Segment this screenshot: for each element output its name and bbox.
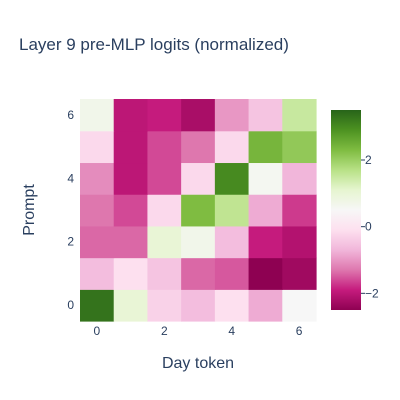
heatmap-cell-r6-c1 [113,99,149,132]
colorbar [331,110,361,310]
heatmap-cell-r1-c5 [248,257,283,290]
heatmap-cell-r5-c3 [181,130,216,164]
heatmap-cell-r1-c6 [282,257,317,290]
x-tick-label: 0 [94,324,101,338]
heatmap-cell-r0-c2 [147,289,182,322]
x-axis-label: Day token [162,355,234,372]
heatmap-cell-r4-c3 [181,162,216,195]
heatmap-cell-r3-c6 [282,194,317,227]
heatmap-cell-r1-c0 [80,257,115,290]
heatmap-cell-r3-c2 [147,194,182,227]
heatmap-cell-r3-c1 [113,194,149,227]
y-tick-label: 0 [67,298,74,312]
heatmap-cell-r4-c1 [113,162,149,195]
y-tick-label: 4 [67,171,74,185]
colorbar-tick-label: 0 [365,220,372,234]
heatmap-cell-r0-c5 [248,289,283,322]
heatmap-cell-r4-c5 [248,162,283,195]
heatmap-cell-r2-c0 [80,225,115,259]
heatmap-cell-r4-c4 [214,162,250,195]
heatmap-cell-r5-c1 [113,130,149,164]
x-tick-label: 4 [228,324,235,338]
heatmap-cell-r0-c1 [113,289,149,322]
heatmap-cell-r1-c2 [147,257,182,290]
x-tick-label: 2 [161,324,168,338]
heatmap-cell-r1-c1 [113,257,149,290]
heatmap-cell-r1-c4 [214,257,250,290]
heatmap-cell-r5-c0 [80,130,115,164]
colorbar-tick-label: −2 [365,286,379,300]
heatmap-cell-r6-c2 [147,99,182,132]
y-axis-ticks: 0 2 4 6 [67,108,74,312]
heatmap-cell-r5-c5 [248,130,283,164]
heatmap-cell-r2-c4 [214,225,250,259]
heatmap-cell-r6-c5 [248,99,283,132]
heatmap-cell-r6-c0 [80,99,115,132]
chart-title: Layer 9 pre-MLP logits (normalized) [19,35,289,54]
heatmap-cell-r6-c6 [282,99,317,132]
y-tick-label: 6 [67,108,74,122]
heatmap-cell-r5-c6 [282,130,317,164]
heatmap-cell-r2-c5 [248,225,283,259]
heatmap-cell-r5-c4 [214,130,250,164]
heatmap-cell-r0-c3 [181,289,216,322]
x-axis-ticks: 0 2 4 6 [94,324,303,338]
heatmap-cell-r2-c1 [113,225,149,259]
heatmap-cells [80,99,317,322]
y-axis-label: Prompt [21,184,38,236]
heatmap-cell-r2-c3 [181,225,216,259]
colorbar-ticks: 2 0 −2 [361,153,379,300]
heatmap-cell-r4-c0 [80,162,115,195]
heatmap-cell-r6-c3 [181,99,216,132]
heatmap-cell-r3-c5 [248,194,283,227]
heatmap-cell-r6-c4 [214,99,250,132]
heatmap-cell-r4-c6 [282,162,317,195]
heatmap-cell-r0-c0 [80,289,115,322]
heatmap-cell-r0-c4 [214,289,250,322]
y-tick-label: 2 [67,235,74,249]
heatmap-cell-r1-c3 [181,257,216,290]
heatmap-cell-r3-c4 [214,194,250,227]
colorbar-tick-label: 2 [365,153,372,167]
heatmap-cell-r4-c2 [147,162,182,195]
heatmap-cell-r2-c2 [147,225,182,259]
x-tick-label: 6 [296,324,303,338]
heatmap-cell-r5-c2 [147,130,182,164]
heatmap-cell-r2-c6 [282,225,317,259]
heatmap-cell-r3-c0 [80,194,115,227]
heatmap-cell-r0-c6 [282,289,317,322]
heatmap-cell-r3-c3 [181,194,216,227]
